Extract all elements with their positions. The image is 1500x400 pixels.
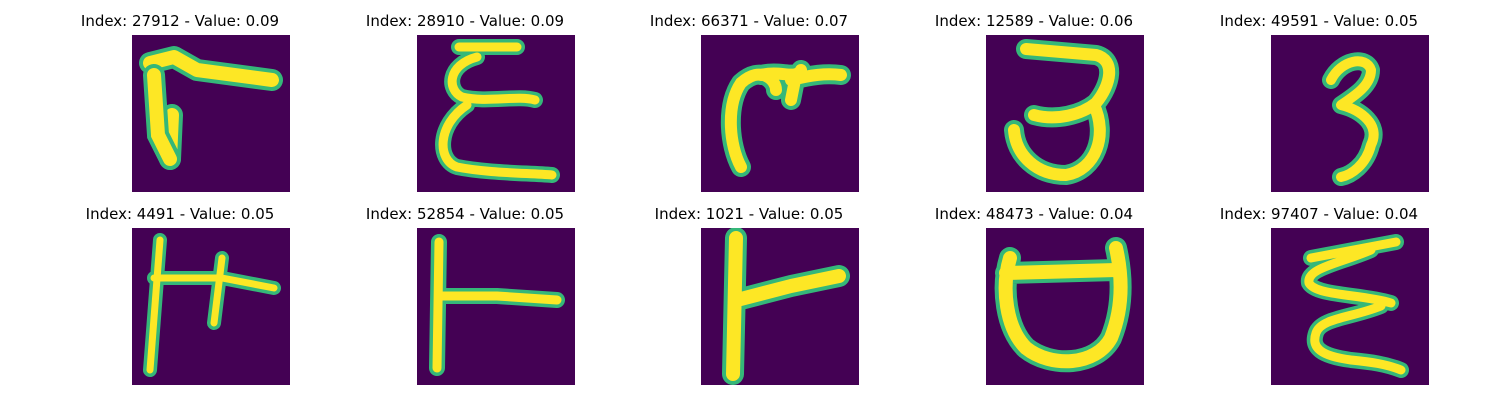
- glyph-image: [132, 228, 290, 385]
- image-panel-8: Index: 1021 - Value: 0.05: [599, 193, 899, 385]
- glyph-strokes: [994, 237, 1132, 373]
- glyph-strokes: [435, 39, 560, 183]
- image-panel-9: Index: 48473 - Value: 0.04: [884, 193, 1184, 385]
- glyph-image: [1271, 228, 1429, 385]
- glyph-strokes: [1322, 52, 1383, 186]
- image-panel-4: Index: 12589 - Value: 0.06: [884, 0, 1184, 192]
- image-panel-7: Index: 52854 - Value: 0.05: [315, 193, 615, 385]
- panel-title: Index: 97407 - Value: 0.04: [1219, 205, 1419, 223]
- panel-title: Index: 66371 - Value: 0.07: [649, 12, 849, 30]
- image-panel-5: Index: 49591 - Value: 0.05: [1169, 0, 1469, 192]
- glyph-strokes: [143, 233, 281, 377]
- image-panel-2: Index: 28910 - Value: 0.09: [315, 0, 615, 192]
- panel-title: Index: 48473 - Value: 0.04: [934, 205, 1134, 223]
- glyph-image: [417, 228, 575, 385]
- glyph-strokes: [1004, 39, 1120, 185]
- glyph-image: [1271, 35, 1429, 192]
- glyph-image: [132, 35, 290, 192]
- image-panel-10: Index: 97407 - Value: 0.04: [1169, 193, 1469, 385]
- panel-title: Index: 28910 - Value: 0.09: [365, 12, 565, 30]
- panel-title: Index: 12589 - Value: 0.06: [934, 12, 1134, 30]
- image-panel-3: Index: 66371 - Value: 0.07: [599, 0, 899, 192]
- glyph-image: [986, 35, 1144, 192]
- image-panel-1: Index: 27912 - Value: 0.09: [30, 0, 330, 192]
- glyph-strokes: [139, 46, 283, 170]
- panel-title: Index: 49591 - Value: 0.05: [1219, 12, 1419, 30]
- glyph-image: [701, 228, 859, 385]
- glyph-image: [701, 35, 859, 192]
- image-panel-6: Index: 4491 - Value: 0.05: [30, 193, 330, 385]
- glyph-strokes: [1301, 234, 1409, 378]
- glyph-image: [417, 35, 575, 192]
- glyph-strokes: [722, 228, 850, 385]
- panel-title: Index: 27912 - Value: 0.09: [80, 12, 280, 30]
- glyph-strokes: [429, 234, 565, 376]
- panel-title: Index: 4491 - Value: 0.05: [85, 205, 275, 223]
- panel-title: Index: 52854 - Value: 0.05: [365, 205, 565, 223]
- panel-title: Index: 1021 - Value: 0.05: [654, 205, 844, 223]
- glyph-image: [986, 228, 1144, 385]
- glyph-strokes: [720, 60, 851, 177]
